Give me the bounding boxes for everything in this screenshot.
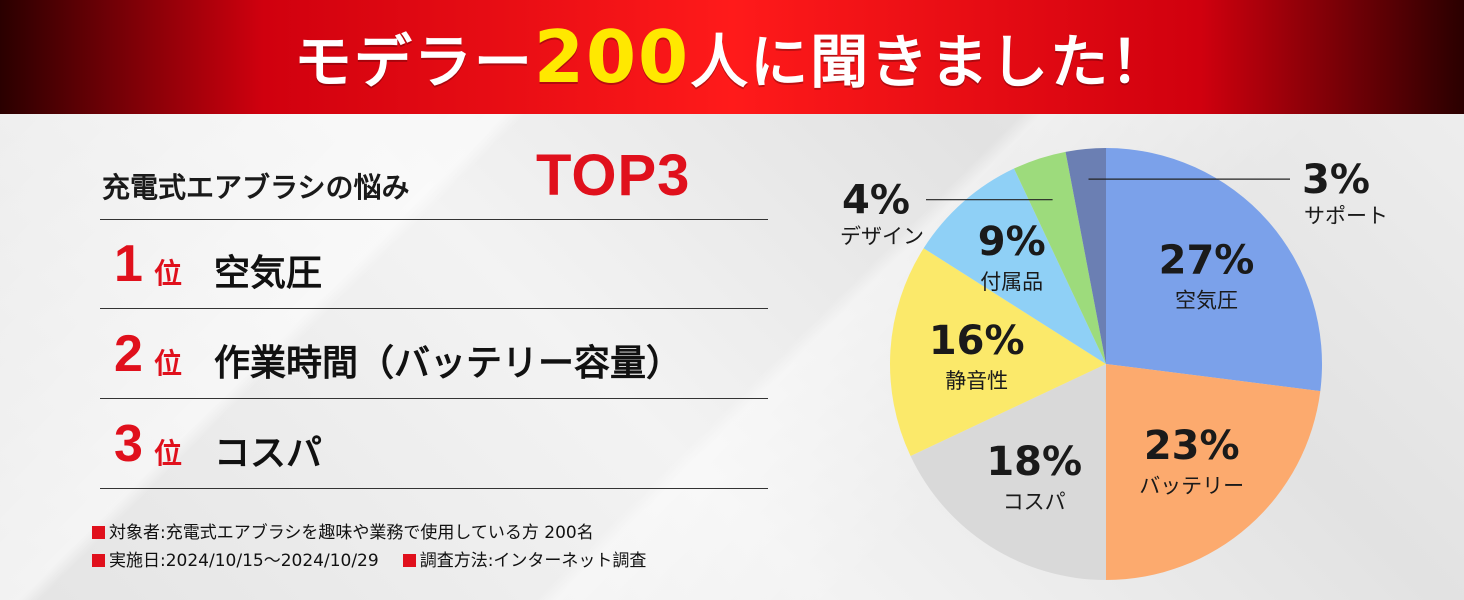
rank-number: 1: [114, 235, 143, 293]
footnote-period-text: 実施日:2024/10/15〜2024/10/29: [109, 551, 379, 571]
pie-leader-lines: [926, 178, 1290, 201]
pie-pct-label: 23%: [1144, 423, 1240, 469]
rank-number: 2: [114, 325, 143, 383]
rank-label: 空気圧: [214, 253, 323, 294]
pie-category-label: バッテリー: [1139, 474, 1244, 498]
rank-suffix: 位: [154, 437, 183, 470]
rank-item-3: 3 位 コスパ: [108, 400, 768, 488]
red-square-icon: [92, 526, 105, 539]
footnote-method-text: 調査方法:インターネット調査: [419, 551, 647, 571]
rank-label: 作業時間（バッテリー容量）: [214, 343, 683, 384]
pie-pct-label: 9%: [978, 219, 1046, 265]
banner-number: 200: [533, 15, 691, 99]
pie-pct-label: 4%: [842, 178, 910, 224]
pie-category-label: デザイン: [840, 225, 924, 249]
rank-number: 3: [114, 415, 143, 473]
pie-slice-4: [890, 248, 1106, 456]
rank-item-2: 2 位 作業時間（バッテリー容量）: [108, 310, 768, 398]
rank-label: コスパ: [214, 433, 323, 474]
pie-slice-3: [910, 364, 1106, 580]
pie-slice-7: [1065, 148, 1106, 364]
ranking-heading-emph: TOP3: [536, 143, 691, 208]
red-square-icon: [92, 554, 105, 567]
red-square-icon: [402, 554, 416, 567]
rank-suffix: 位: [154, 257, 183, 290]
footnote-target: 対象者:充電式エアブラシを趣味や業務で使用している方 200名: [92, 518, 594, 543]
divider: [100, 308, 768, 309]
pie-slice-6: [1014, 151, 1106, 364]
pie-slice-1: [1106, 148, 1323, 392]
divider: [100, 488, 768, 489]
banner-title: モデラー200人に聞きました！: [0, 0, 1464, 114]
pie-slice-2: [1106, 364, 1321, 580]
pie-category-label: サポート: [1304, 204, 1388, 228]
pie-labels: 27% 空気圧 23% バッテリー 18% コスパ 16% 静音性 9% 付属品 4%デザイン 3%サ…: [840, 157, 1388, 514]
pie-pct-label: 27%: [1159, 237, 1255, 283]
pie-pct-label: 3%: [1302, 157, 1370, 203]
pie-slices: [890, 148, 1323, 580]
ranking-heading-text: 充電式エアブラシの悩み: [102, 171, 410, 204]
pie-pct-label: 18%: [986, 439, 1082, 485]
pie-slice-5: [923, 168, 1106, 364]
divider: [100, 398, 768, 399]
title-banner: [0, 0, 1464, 114]
pie-pct-label: 16%: [929, 318, 1025, 364]
rank-item-1: 1 位 空気圧: [108, 220, 768, 308]
pie-category-label: 付属品: [980, 270, 1043, 294]
footnote-target-text: 対象者:充電式エアブラシを趣味や業務で使用している方 200名: [109, 523, 594, 543]
banner-suffix: 人に聞きました！: [690, 28, 1171, 96]
rank-suffix: 位: [154, 347, 183, 380]
pie-category-label: 空気圧: [1175, 288, 1238, 312]
pie-category-label: コスパ: [1003, 490, 1066, 514]
ranking-heading: 充電式エアブラシの悩み TOP3: [100, 140, 768, 220]
divider: [100, 219, 768, 220]
footnote-period: 実施日:2024/10/15〜2024/10/29 調査方法:インターネット調査: [92, 546, 646, 571]
pie-category-label: 静音性: [945, 369, 1008, 393]
banner-prefix: モデラー: [293, 28, 534, 96]
